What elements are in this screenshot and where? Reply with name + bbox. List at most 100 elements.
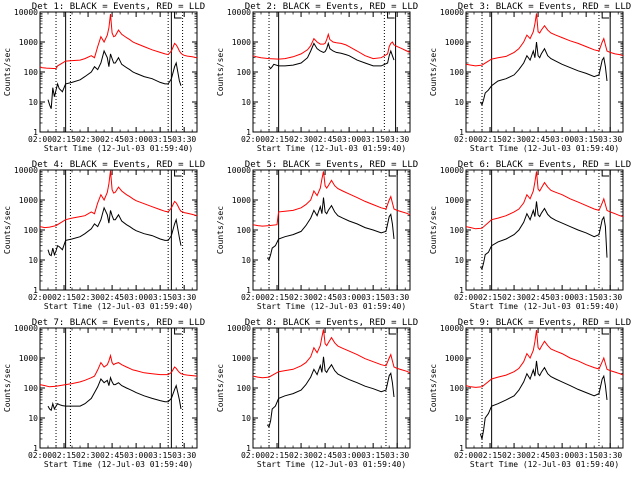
x-tick-label: 03:30: [385, 451, 409, 460]
x-tick-label: 03:00: [124, 293, 148, 302]
x-tick-label: 02:45: [313, 293, 337, 302]
y-tick-label: 1000: [232, 38, 251, 47]
interval-corner-marker: [174, 12, 182, 19]
x-tick-label: 02:00: [241, 135, 265, 144]
x-tick-label: 03:30: [598, 451, 622, 460]
x-tick-label: 02:45: [100, 293, 124, 302]
interval-corner-marker: [601, 12, 610, 19]
panel-9: Det 9: BLACK = Events, RED = LLD 1 10 100 10…: [429, 318, 631, 469]
x-tick-label: 02:30: [289, 135, 313, 144]
chart-title: Det 4: BLACK = Events, RED = LLD: [32, 160, 205, 170]
y-tick-label: 1: [33, 128, 38, 137]
series-lld-line: [465, 330, 624, 388]
x-axis-label: Start Time (12-Jul-03 01:59:40): [470, 460, 619, 469]
x-axis-label: Start Time (12-Jul-03 01:59:40): [44, 144, 193, 153]
series-lld-line: [39, 14, 198, 70]
y-axis-label: Counts/sec: [216, 48, 225, 96]
y-tick-label: 1000: [445, 196, 464, 205]
chart-title: Det 7: BLACK = Events, RED = LLD: [32, 318, 205, 328]
chart-title: Det 3: BLACK = Events, RED = LLD: [458, 2, 631, 12]
y-tick-label: 1000: [19, 196, 38, 205]
x-axis-label: Start Time (12-Jul-03 01:59:40): [257, 302, 406, 311]
y-tick-label: 1: [459, 444, 464, 453]
x-tick-label: 02:30: [502, 135, 526, 144]
y-tick-label: 1: [33, 444, 38, 453]
x-tick-label: 02:45: [100, 451, 124, 460]
x-tick-label: 02:30: [502, 293, 526, 302]
chart-title: Det 8: BLACK = Events, RED = LLD: [245, 318, 418, 328]
y-tick-label: 10000: [14, 8, 38, 17]
y-tick-label: 1: [246, 444, 251, 453]
chart-title: Det 9: BLACK = Events, RED = LLD: [458, 318, 631, 328]
y-tick-label: 100: [24, 68, 39, 77]
interval-corner-marker: [387, 12, 395, 19]
y-axis-label: Counts/sec: [216, 364, 225, 412]
series-events-line: [47, 49, 182, 109]
y-tick-label: 100: [450, 384, 465, 393]
interval-corner-marker: [174, 170, 182, 177]
interval-corner-marker: [174, 328, 182, 335]
y-tick-label: 1: [246, 128, 251, 137]
x-tick-label: 03:30: [172, 293, 196, 302]
x-axis-label: Start Time (12-Jul-03 01:59:40): [257, 460, 406, 469]
y-axis-label: Counts/sec: [3, 364, 12, 412]
y-tick-label: 10: [454, 414, 464, 423]
y-tick-label: 10000: [440, 8, 464, 17]
series-lld-line: [39, 353, 198, 388]
y-tick-label: 1: [33, 286, 38, 295]
x-axis-label: Start Time (12-Jul-03 01:59:40): [44, 302, 193, 311]
x-tick-label: 03:15: [148, 293, 172, 302]
y-tick-label: 100: [237, 68, 252, 77]
x-tick-label: 03:30: [598, 135, 622, 144]
series-events-line: [479, 201, 608, 271]
x-tick-label: 02:45: [526, 135, 550, 144]
panel-2: Det 2: BLACK = Events, RED = LLD 1 10 100 10…: [216, 2, 418, 153]
y-tick-label: 100: [450, 226, 465, 235]
y-tick-label: 10000: [14, 324, 38, 333]
y-tick-label: 10: [28, 256, 38, 265]
x-tick-label: 02:00: [241, 451, 265, 460]
x-tick-label: 02:00: [28, 293, 52, 302]
panel-6: Det 6: BLACK = Events, RED = LLD 1 10 100 10…: [429, 160, 631, 311]
x-tick-label: 02:30: [76, 293, 100, 302]
x-tick-label: 02:00: [28, 135, 52, 144]
x-tick-label: 03:30: [172, 451, 196, 460]
series-lld-line: [252, 171, 411, 227]
x-tick-label: 03:00: [337, 135, 361, 144]
x-tick-label: 03:15: [148, 135, 172, 144]
y-tick-label: 1000: [19, 354, 38, 363]
x-tick-label: 02:45: [313, 451, 337, 460]
y-tick-label: 1: [246, 286, 251, 295]
x-tick-label: 02:45: [526, 293, 550, 302]
series-lld-line: [252, 32, 411, 60]
x-tick-label: 03:30: [172, 135, 196, 144]
x-tick-label: 02:15: [265, 451, 289, 460]
series-events-line: [479, 360, 608, 440]
y-tick-label: 10000: [440, 166, 464, 175]
x-tick-label: 03:15: [574, 293, 598, 302]
y-tick-label: 100: [24, 226, 39, 235]
interval-corner-marker: [388, 328, 397, 335]
y-tick-label: 1000: [445, 354, 464, 363]
x-tick-label: 02:15: [52, 293, 76, 302]
x-tick-label: 03:15: [361, 293, 385, 302]
x-tick-label: 02:45: [526, 451, 550, 460]
y-tick-label: 10000: [440, 324, 464, 333]
y-tick-label: 10: [454, 256, 464, 265]
y-tick-label: 1: [459, 286, 464, 295]
x-tick-label: 02:15: [52, 451, 76, 460]
y-axis-label: Counts/sec: [3, 206, 12, 254]
chart-title: Det 6: BLACK = Events, RED = LLD: [458, 160, 631, 170]
x-tick-label: 03:00: [550, 135, 574, 144]
x-tick-label: 02:00: [454, 293, 478, 302]
x-tick-label: 02:45: [100, 135, 124, 144]
series-events-line: [47, 375, 182, 412]
x-tick-label: 02:00: [28, 451, 52, 460]
x-tick-label: 03:15: [574, 135, 598, 144]
x-axis-label: Start Time (12-Jul-03 01:59:40): [470, 302, 619, 311]
x-tick-label: 03:00: [124, 451, 148, 460]
panel-1: Det 1: BLACK = Events, RED = LLD 1 10 100 10…: [3, 2, 205, 153]
panel-3: Det 3: BLACK = Events, RED = LLD 1 10 100 10…: [429, 2, 631, 153]
y-axis-label: Counts/sec: [429, 364, 438, 412]
plot-frame: [252, 11, 411, 133]
